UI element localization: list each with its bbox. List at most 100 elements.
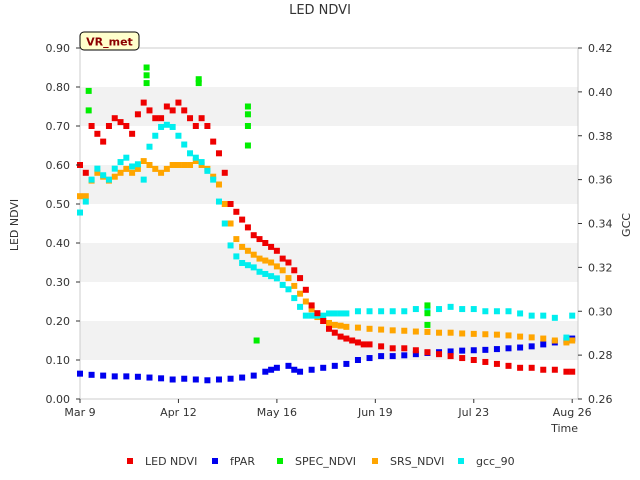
point-srs-ndvi	[378, 326, 385, 333]
point-gcc-90	[77, 209, 83, 216]
legend-item-srs-ndvi: SRS_NDVI	[372, 455, 444, 468]
point-led-ndvi	[563, 368, 570, 375]
point-led-ndvi	[366, 341, 373, 348]
point-fpar	[134, 373, 141, 380]
point-fpar	[111, 373, 118, 380]
point-fpar	[528, 343, 535, 350]
point-gcc-90	[528, 312, 535, 319]
point-srs-ndvi	[262, 257, 269, 264]
point-led-ndvi	[210, 138, 217, 145]
y-tick-label: 0.60	[46, 159, 71, 172]
point-gcc-90	[482, 308, 489, 315]
series-spec-ndvi	[85, 64, 431, 344]
point-srs-ndvi	[152, 165, 159, 172]
point-gcc-90	[192, 154, 199, 161]
point-fpar	[192, 376, 199, 383]
point-led-ndvi	[181, 107, 188, 114]
station-badge: VR_met	[79, 31, 140, 51]
point-srs-ndvi	[297, 290, 304, 297]
point-gcc-90	[366, 308, 373, 315]
point-fpar	[505, 345, 512, 352]
point-fpar	[389, 353, 396, 360]
legend: LED NDVI fPAR SPEC_NDVI SRS_NDVI gcc_90	[127, 455, 515, 468]
point-led-ndvi	[204, 123, 211, 129]
point-led-ndvi	[175, 99, 182, 106]
legend-swatch	[277, 458, 283, 464]
point-gcc-90	[291, 295, 298, 302]
y-tick-label: 0.40	[46, 237, 71, 250]
point-gcc-90	[273, 275, 280, 282]
point-srs-ndvi	[129, 169, 136, 176]
point-gcc-90	[285, 286, 292, 293]
point-gcc-90	[105, 176, 112, 183]
point-led-ndvi	[158, 115, 165, 122]
point-led-ndvi	[215, 150, 222, 157]
point-gcc-90	[187, 150, 194, 157]
point-srs-ndvi	[273, 263, 280, 270]
point-fpar	[239, 374, 246, 381]
point-spec-ndvi	[85, 87, 92, 94]
point-led-ndvi	[221, 169, 228, 176]
point-srs-ndvi	[302, 298, 309, 305]
point-srs-ndvi	[192, 158, 199, 165]
point-gcc-90	[279, 281, 286, 288]
point-gcc-90	[82, 198, 89, 205]
point-led-ndvi	[436, 351, 443, 358]
point-gcc-90	[424, 306, 431, 313]
point-srs-ndvi	[285, 275, 292, 282]
point-fpar	[378, 353, 385, 360]
point-srs-ndvi	[459, 330, 466, 337]
point-led-ndvi	[378, 343, 385, 350]
point-gcc-90	[268, 273, 275, 280]
point-led-ndvi	[192, 123, 199, 129]
point-srs-ndvi	[117, 169, 124, 176]
legend-item-spec-ndvi: SPEC_NDVI	[277, 455, 356, 468]
point-gcc-90	[343, 310, 350, 317]
point-led-ndvi	[105, 123, 112, 129]
point-led-ndvi	[482, 358, 489, 365]
point-fpar	[268, 366, 275, 373]
point-led-ndvi	[244, 224, 251, 231]
point-fpar	[169, 376, 176, 383]
point-srs-ndvi	[215, 181, 222, 188]
point-srs-ndvi	[94, 169, 101, 176]
point-led-ndvi	[82, 169, 89, 176]
point-gcc-90	[175, 132, 182, 139]
point-srs-ndvi	[447, 329, 454, 336]
point-gcc-90	[233, 253, 240, 260]
y2-tick-label: 0.30	[588, 305, 613, 318]
y-tick-label: 0.00	[46, 393, 71, 406]
point-gcc-90	[320, 312, 327, 319]
point-led-ndvi	[129, 130, 136, 137]
point-gcc-90	[493, 308, 500, 315]
point-fpar	[215, 376, 222, 383]
point-gcc-90	[134, 161, 141, 168]
legend-swatch	[127, 458, 133, 464]
point-led-ndvi	[493, 360, 500, 367]
point-gcc-90	[297, 303, 304, 310]
point-led-ndvi	[331, 329, 338, 336]
y2-tick-label: 0.40	[588, 86, 613, 99]
x-tick-label: May 16	[257, 406, 297, 419]
point-spec-ndvi	[244, 103, 251, 110]
point-gcc-90	[244, 262, 251, 269]
point-srs-ndvi	[412, 328, 419, 335]
point-fpar	[354, 357, 361, 363]
point-led-ndvi	[123, 123, 130, 129]
point-fpar	[204, 377, 211, 384]
point-srs-ndvi	[140, 158, 147, 165]
point-fpar	[181, 375, 188, 382]
point-fpar	[88, 371, 95, 378]
point-gcc-90	[459, 306, 466, 313]
point-spec-ndvi	[244, 142, 251, 149]
series-layer	[77, 64, 576, 384]
legend-label: gcc_90	[476, 455, 515, 468]
point-gcc-90	[88, 176, 95, 183]
point-gcc-90	[94, 165, 101, 172]
chart-title: LED NDVI	[289, 3, 351, 18]
point-gcc-90	[146, 143, 153, 150]
point-srs-ndvi	[569, 337, 576, 344]
point-led-ndvi	[447, 353, 454, 360]
point-fpar	[331, 362, 338, 369]
point-srs-ndvi	[268, 259, 275, 266]
